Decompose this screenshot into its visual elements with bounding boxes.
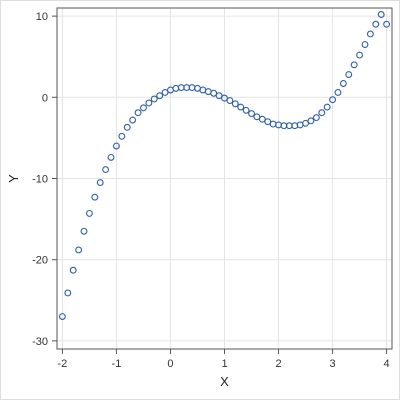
data-point xyxy=(145,99,153,107)
data-point xyxy=(334,88,342,96)
data-point xyxy=(356,51,364,59)
data-point xyxy=(345,71,353,79)
y-tick-label: -30 xyxy=(32,336,48,348)
data-point xyxy=(129,116,137,124)
x-tick-label: 0 xyxy=(167,358,173,370)
data-point xyxy=(264,118,272,126)
data-point xyxy=(112,142,120,150)
data-point xyxy=(248,110,255,117)
y-tick-label: -10 xyxy=(32,174,48,186)
y-axis-label: Y xyxy=(6,174,21,183)
data-point xyxy=(307,117,315,125)
data-point xyxy=(107,153,115,161)
data-point xyxy=(231,100,239,108)
data-point xyxy=(156,92,164,100)
grid xyxy=(57,8,392,349)
data-point xyxy=(69,266,77,274)
data-point xyxy=(350,61,358,69)
data-point xyxy=(102,166,110,174)
y-tick-label: -20 xyxy=(32,255,48,267)
data-point xyxy=(96,179,104,187)
data-point xyxy=(253,113,261,121)
data-point xyxy=(339,80,347,87)
x-axis-label: X xyxy=(220,374,229,389)
data-point xyxy=(123,123,131,131)
data-point xyxy=(383,20,391,28)
data-point xyxy=(85,209,93,217)
x-tick-label: 3 xyxy=(330,358,336,370)
x-tick-label: 2 xyxy=(275,358,281,370)
data-point xyxy=(161,88,169,96)
x-tick-label: -1 xyxy=(112,358,122,370)
data-point xyxy=(329,96,337,104)
data-point xyxy=(75,246,83,254)
data-point xyxy=(80,227,88,235)
data-point xyxy=(366,30,374,38)
data-point xyxy=(215,92,223,100)
data-point xyxy=(226,97,234,105)
y-tick-label: 0 xyxy=(42,92,48,104)
data-point xyxy=(64,289,72,297)
data-point xyxy=(323,103,331,111)
data-point xyxy=(258,115,266,123)
data-point xyxy=(58,313,66,320)
data-point xyxy=(269,120,277,128)
data-point xyxy=(118,132,126,140)
x-tick-label: -2 xyxy=(58,358,68,370)
data-point xyxy=(140,104,147,112)
data-point xyxy=(242,106,250,114)
data-points xyxy=(58,11,391,320)
data-point xyxy=(372,20,380,28)
y-tick-label: 10 xyxy=(36,11,48,23)
data-point xyxy=(377,11,385,18)
data-point xyxy=(361,41,369,48)
data-point xyxy=(312,114,320,122)
data-point xyxy=(134,109,142,117)
x-tick-label: 4 xyxy=(384,358,390,370)
data-point xyxy=(221,94,228,102)
data-point xyxy=(91,193,99,201)
data-point xyxy=(210,89,218,97)
x-tick-label: 1 xyxy=(221,358,227,370)
data-point xyxy=(302,119,309,127)
data-point xyxy=(237,103,245,111)
data-point xyxy=(172,84,180,92)
data-point xyxy=(318,109,326,117)
data-point xyxy=(150,95,158,103)
